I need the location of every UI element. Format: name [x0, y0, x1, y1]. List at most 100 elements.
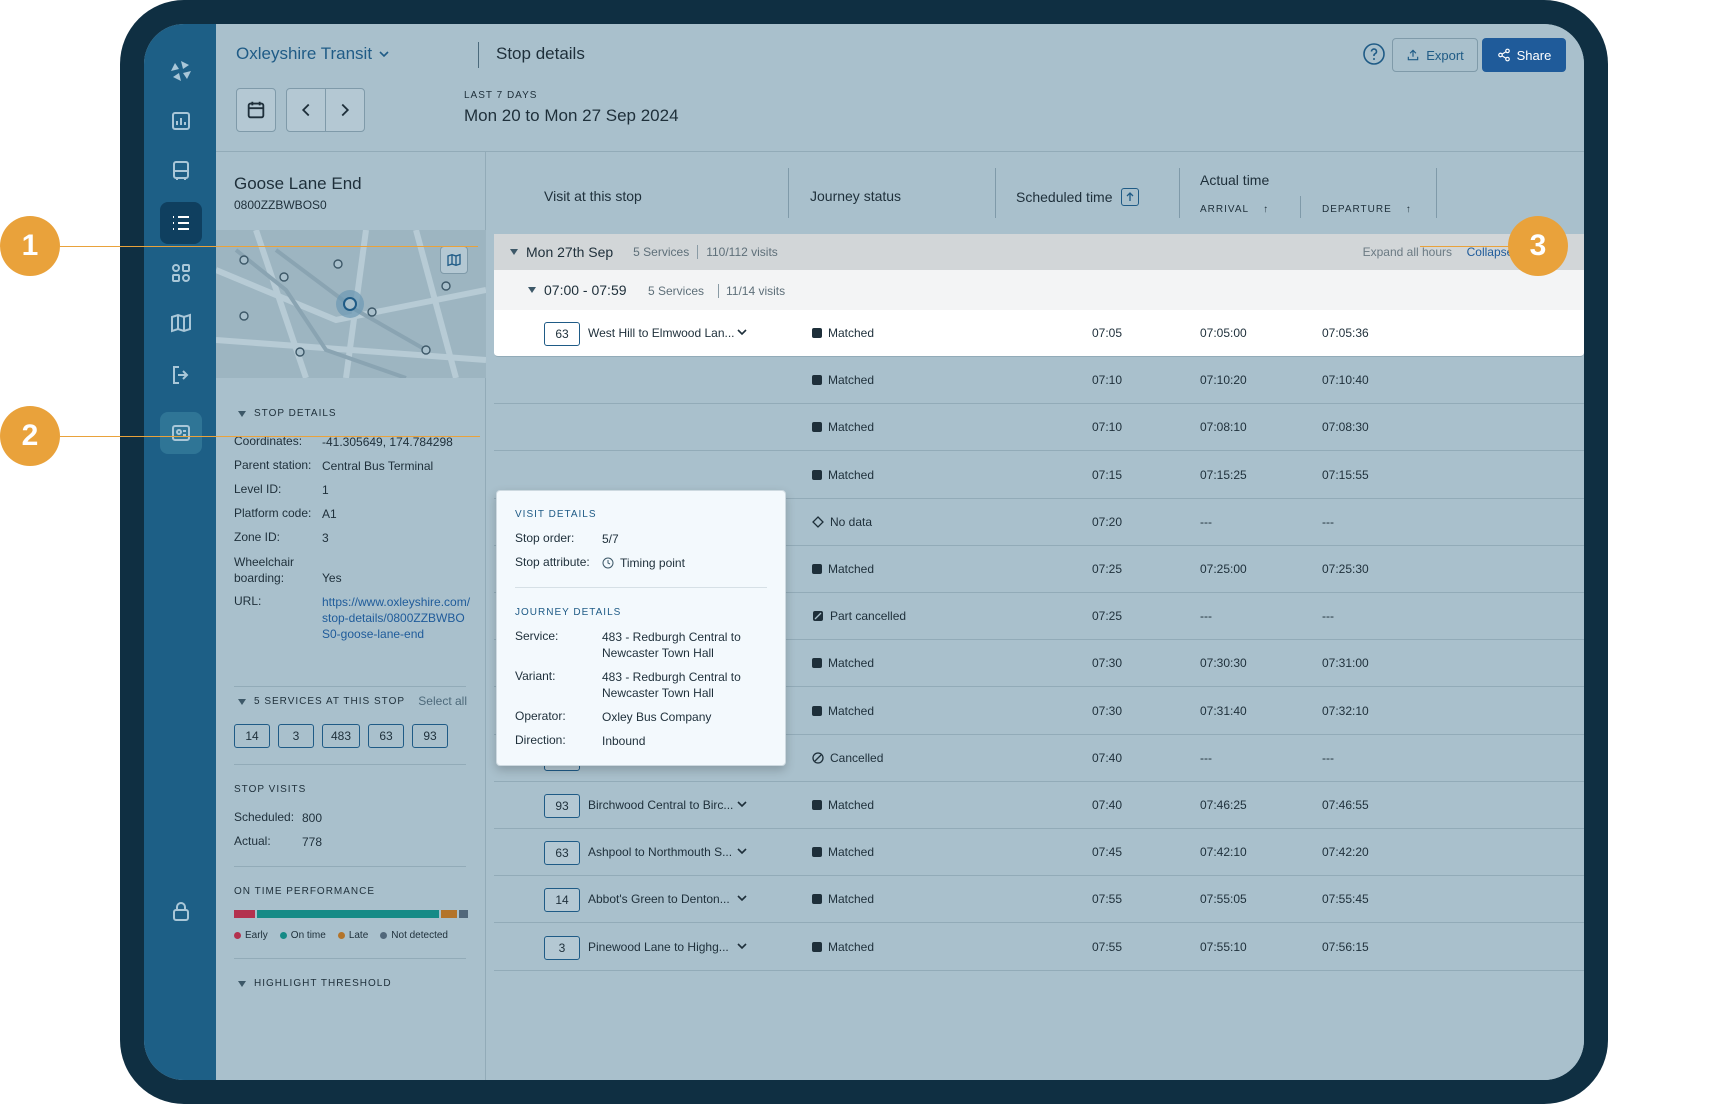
status-label: Matched	[828, 373, 875, 388]
col-scheduled-header[interactable]: Scheduled time	[1016, 188, 1139, 206]
caret-down-icon	[238, 410, 246, 417]
table-row[interactable]: Matched 07:10 07:10:20 07:10:40	[494, 357, 1584, 405]
matched-icon	[812, 469, 822, 480]
service-badge[interactable]: 63	[544, 322, 580, 346]
chevron-down-icon[interactable]	[736, 892, 748, 904]
service-chip[interactable]: 3	[278, 724, 314, 748]
day-group-header[interactable]: Mon 27th Sep 5 Services 110/112 visits E…	[494, 234, 1584, 270]
stop-visits-heading: STOP VISITS	[234, 784, 307, 795]
map-icon	[447, 253, 461, 267]
callout-2: 2	[0, 406, 60, 466]
help-icon[interactable]	[1362, 42, 1386, 66]
logo-icon[interactable]	[160, 50, 202, 92]
hour-group-header[interactable]: 07:00 - 07:59 5 Services 11/14 visits	[494, 270, 1584, 310]
service-chip[interactable]: 63	[368, 724, 404, 748]
table-row[interactable]: No data 07:20 --- ---	[494, 499, 1584, 546]
chevron-down-icon[interactable]	[736, 940, 748, 952]
divider	[515, 587, 767, 588]
table-row[interactable]: 14 Abbot's Green to Denton... Matched 07:55…	[494, 876, 1584, 924]
matched-icon	[812, 328, 822, 338]
scheduled-time: 07:20	[1092, 514, 1123, 529]
journey-status: Matched	[812, 468, 874, 482]
services-heading: 5 SERVICES AT THIS STOP	[254, 696, 406, 707]
service-badge[interactable]: 14	[544, 888, 580, 913]
previous-range-button[interactable]	[286, 88, 326, 132]
variant-value: 483 - Redburgh Central to Newcaster Town…	[602, 670, 741, 700]
matched-icon	[812, 705, 822, 716]
table-row[interactable]: Matched 07:15 07:15:25 07:15:55	[494, 452, 1584, 499]
brand-selector[interactable]: Oxleyshire Transit	[236, 44, 390, 64]
lock-icon[interactable]	[160, 890, 202, 932]
user-card-icon[interactable]	[160, 412, 202, 454]
service-badge[interactable]: 3	[544, 935, 580, 960]
scheduled-time: 07:30	[1092, 656, 1123, 671]
share-button[interactable]: Share	[1482, 38, 1566, 72]
table-row[interactable]: Matched 07:25 07:25:00 07:25:30	[494, 546, 1584, 593]
matched-icon	[812, 375, 822, 386]
table-row[interactable]: Part cancelled 07:25 --- ---	[494, 593, 1584, 641]
service-chip[interactable]: 93	[412, 724, 448, 748]
upload-icon	[1407, 49, 1419, 61]
service-badge[interactable]: 93	[544, 794, 580, 818]
table-row[interactable]: 3 Pinewood Lane to Highg... Matched 07:55 07…	[494, 924, 1584, 971]
highlight-threshold-heading: HIGHLIGHT THRESHOLD	[254, 978, 392, 989]
reports-icon[interactable]	[160, 100, 202, 142]
divider	[234, 686, 466, 687]
stop-order-label: Stop order:	[515, 531, 575, 545]
page-title: Stop details	[496, 44, 585, 63]
col-arrival-header[interactable]: ARRIVAL ↑	[1200, 204, 1270, 215]
list-icon[interactable]	[160, 202, 202, 244]
expand-all-hours-link[interactable]: Expand all hours	[1362, 245, 1452, 259]
otp-legend-label: Not detected	[391, 930, 448, 941]
table-row[interactable]: 63 West Hill to Elmwood Lan... Matched 07:0…	[494, 310, 1584, 357]
table-row[interactable]: Matched 07:10 07:08:10 07:08:30	[494, 404, 1584, 452]
status-label: Matched	[828, 326, 875, 340]
sort-ascending-icon[interactable]	[1120, 188, 1139, 206]
matched-icon	[812, 800, 822, 810]
export-button[interactable]: Export	[1392, 38, 1478, 72]
table-row[interactable]: 63 Ashpool to Northmouth S... Matched 07:45…	[494, 829, 1584, 877]
stop-url-link[interactable]: https://www.oxleyshire.com/stop-details/…	[322, 595, 471, 641]
service-chip[interactable]: 483	[322, 724, 360, 748]
column-divider	[995, 168, 996, 218]
highlight-threshold-toggle[interactable]: HIGHLIGHT THRESHOLD	[238, 978, 392, 989]
dashboard-icon[interactable]	[160, 252, 202, 294]
journey-status: Matched	[812, 940, 874, 954]
table-row[interactable]: 93 Birchwood Central to Birc... Matched 07:…	[494, 782, 1584, 829]
calendar-button[interactable]	[236, 88, 276, 132]
stop-attribute-value: Timing point	[602, 555, 772, 571]
map-icon[interactable]	[160, 302, 202, 344]
clock-icon	[602, 557, 614, 569]
hour-label: 07:00 - 07:59	[544, 282, 627, 298]
chevron-down-icon[interactable]	[736, 845, 748, 857]
stop-detail-label: Platform code:	[234, 506, 312, 520]
chevron-down-icon[interactable]	[736, 326, 748, 338]
service-badge[interactable]: 63	[544, 841, 580, 866]
visit-details-heading: VISIT DETAILS	[515, 509, 597, 520]
stop-detail-value: Central Bus Terminal	[322, 459, 434, 473]
col-actual-header: Actual time	[1200, 172, 1270, 188]
chevron-down-icon	[379, 51, 389, 58]
chevron-down-icon[interactable]	[736, 798, 748, 810]
arrival-time: 07:08:10	[1200, 420, 1247, 435]
caret-down-icon	[238, 698, 246, 705]
divider	[718, 284, 719, 298]
scheduled-time: 07:25	[1092, 562, 1123, 576]
otp-legend-item: On time	[279, 930, 326, 941]
date-range-value: Mon 20 to Mon 27 Sep 2024	[464, 106, 679, 125]
bus-icon[interactable]	[160, 150, 202, 192]
col-departure-header[interactable]: DEPARTURE ↑	[1322, 204, 1412, 215]
callout-line-2	[60, 436, 480, 437]
service-chip[interactable]: 14	[234, 724, 270, 748]
logout-icon[interactable]	[160, 354, 202, 396]
next-range-button[interactable]	[325, 88, 365, 132]
select-all-link[interactable]: Select all	[418, 694, 467, 708]
map-streets	[216, 230, 486, 378]
services-toggle[interactable]: 5 SERVICES AT THIS STOP	[238, 696, 405, 707]
departure-time: 07:42:20	[1322, 845, 1369, 860]
map-expand-button[interactable]	[440, 246, 468, 274]
stop-details-toggle[interactable]: STOP DETAILS	[238, 408, 337, 419]
otp-segment	[256, 910, 439, 918]
arrival-time: ---	[1200, 609, 1212, 624]
stop-map[interactable]	[216, 230, 486, 378]
